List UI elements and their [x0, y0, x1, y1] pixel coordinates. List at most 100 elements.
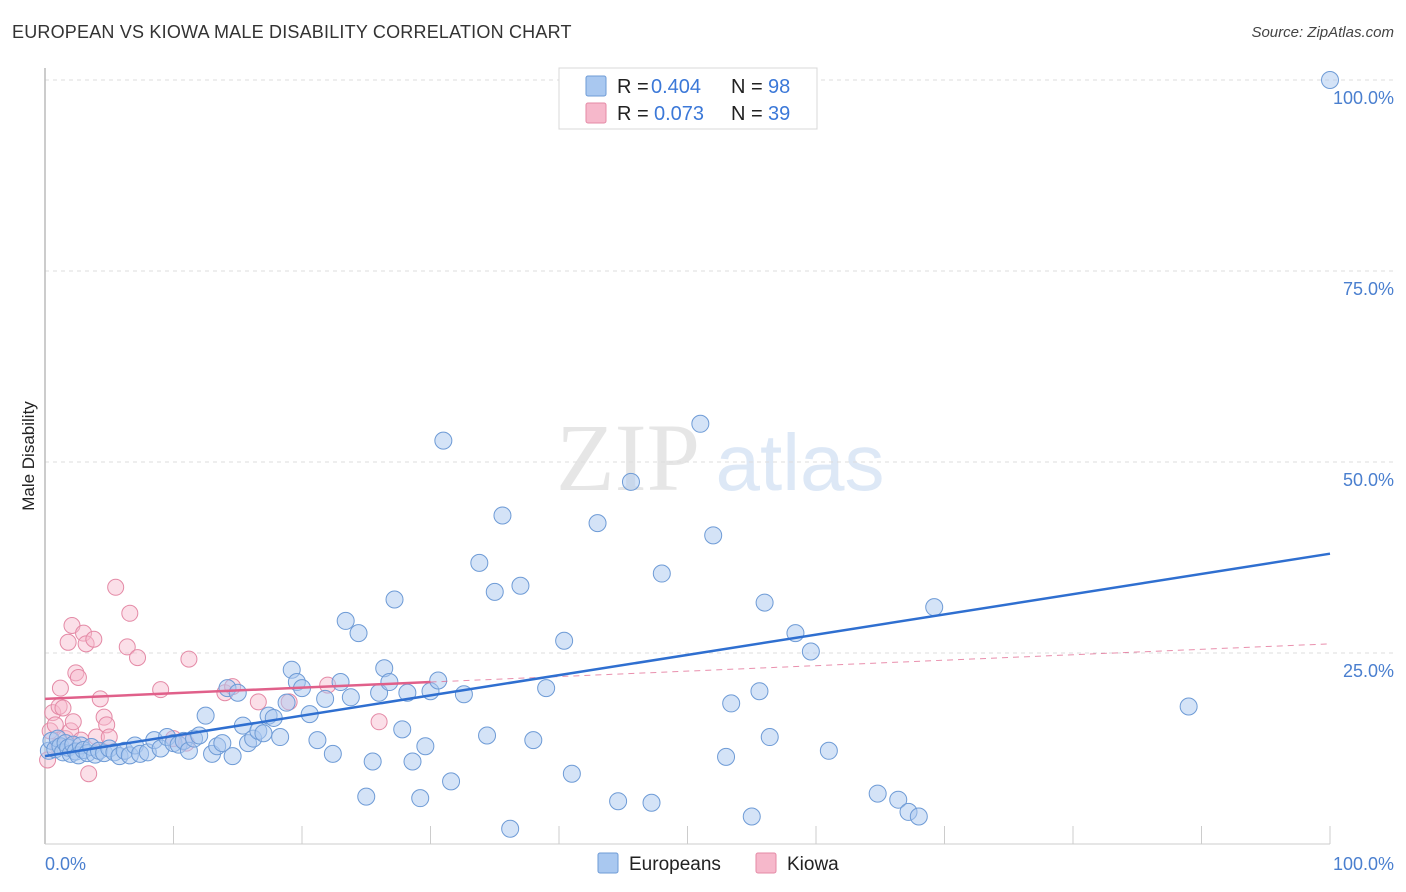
europeans-point-60 — [336, 611, 355, 630]
y-axis-label: Male Disability — [19, 401, 38, 511]
watermark-zip: ZIP — [556, 404, 700, 511]
europeans-points — [39, 71, 1339, 838]
europeans-point-41 — [223, 747, 242, 766]
kiowa-point-18 — [80, 765, 98, 783]
europeans-point-50 — [271, 728, 290, 747]
y-tick-label-25: 25.0% — [1343, 661, 1394, 681]
europeans-point-98 — [742, 807, 761, 826]
europeans-point-57 — [316, 689, 335, 708]
kiowa-point-14 — [69, 668, 87, 686]
kiowa-point-12 — [64, 713, 82, 731]
europeans-point-39 — [213, 734, 232, 753]
x-tick-label-max: 100.0% — [1333, 854, 1394, 874]
kiowa-point-26 — [118, 638, 136, 656]
kiowa-point-35 — [249, 693, 267, 711]
kiowa-point-7 — [54, 699, 72, 717]
europeans-point-95 — [704, 526, 723, 545]
europeans-point-109 — [925, 598, 944, 617]
europeans-point-79 — [470, 553, 489, 572]
correlation-legend: R = 0.404 N = 98 R = 0.073 N = 39 — [558, 67, 818, 130]
europeans-point-99 — [750, 682, 769, 701]
y-tick-labels: 100.0% 75.0% 50.0% 25.0% — [1333, 88, 1394, 681]
kiowa-point-19 — [85, 630, 103, 648]
europeans-point-97 — [722, 694, 741, 713]
bottom-legend-europeans: Europeans — [629, 854, 721, 875]
europeans-point-106 — [889, 790, 908, 809]
europeans-point-104 — [819, 741, 838, 760]
europeans-point-56 — [308, 731, 327, 750]
legend-r-value-1: 0.404 — [651, 76, 701, 98]
europeans-point-42 — [228, 683, 247, 702]
europeans-point-59 — [331, 673, 350, 692]
gridlines — [45, 79, 1394, 654]
kiowa-point-9 — [59, 633, 77, 651]
legend-swatch-kiowa — [585, 102, 607, 124]
bottom-legend-kiowa: Kiowa — [787, 854, 839, 875]
chart-title: EUROPEAN VS KIOWA MALE DISABILITY CORREL… — [12, 22, 572, 42]
legend-r-label-2: R = — [617, 103, 654, 125]
europeans-point-72 — [411, 789, 430, 808]
europeans-point-93 — [652, 564, 671, 583]
europeans-point-90 — [609, 792, 628, 811]
x-tick-label-min: 0.0% — [45, 854, 86, 874]
trend-lines — [44, 552, 1331, 758]
kiowa-point-6 — [51, 679, 69, 697]
europeans-point-64 — [363, 752, 382, 771]
europeans-point-103 — [801, 642, 820, 661]
europeans-point-77 — [442, 772, 461, 791]
y-tick-label-50: 50.0% — [1343, 470, 1394, 490]
europeans-point-47 — [254, 724, 273, 743]
kiowa-point-32 — [180, 650, 198, 668]
europeans-point-61 — [341, 688, 360, 707]
europeans-point-51 — [277, 693, 296, 712]
legend-swatch-europeans — [585, 75, 607, 97]
legend-n-label-2: N = — [731, 103, 768, 125]
europeans-point-84 — [511, 576, 530, 595]
europeans-point-80 — [478, 726, 497, 745]
europeans-point-100 — [755, 593, 774, 612]
bottom-legend-swatch-kiowa — [755, 852, 777, 874]
europeans-point-35 — [190, 726, 209, 745]
europeans-point-94 — [691, 414, 710, 433]
kiowa-trend-extension — [430, 643, 1331, 683]
europeans-point-96 — [717, 747, 736, 766]
series-legend: Europeans Kiowa — [597, 852, 839, 875]
kiowa-point-21 — [91, 690, 109, 708]
europeans-point-81 — [485, 582, 504, 601]
europeans-point-87 — [555, 631, 574, 650]
source-label: Source: ZipAtlas.com — [1251, 24, 1394, 41]
europeans-point-63 — [357, 787, 376, 806]
legend-r-value-2: 0.073 — [654, 103, 704, 125]
kiowa-point-28 — [129, 649, 147, 667]
europeans-point-82 — [493, 506, 512, 525]
kiowa-point-27 — [121, 604, 139, 622]
legend-n-label-1: N = — [731, 76, 768, 98]
x-axis-ticks — [173, 826, 1331, 844]
y-tick-label-75: 75.0% — [1343, 279, 1394, 299]
legend-n-value-2: 39 — [768, 103, 790, 125]
europeans-point-58 — [323, 744, 342, 763]
europeans-point-89 — [588, 514, 607, 533]
kiowa-point-16 — [75, 624, 93, 642]
europeans-point-105 — [868, 784, 887, 803]
europeans-point-76 — [434, 431, 453, 450]
europeans-point-101 — [760, 728, 779, 747]
europeans-point-108 — [909, 807, 928, 826]
europeans-point-91 — [621, 472, 640, 491]
y-tick-label-100: 100.0% — [1333, 88, 1394, 108]
europeans-point-71 — [403, 752, 422, 771]
europeans-point-88 — [562, 764, 581, 783]
europeans-point-110 — [1179, 697, 1198, 716]
kiowa-point-13 — [67, 664, 85, 682]
europeans-point-92 — [642, 793, 661, 812]
kiowa-point-25 — [107, 578, 125, 596]
europeans-point-67 — [380, 673, 399, 692]
europeans-point-83 — [501, 819, 520, 838]
europeans-trend-line — [44, 552, 1331, 758]
europeans-point-73 — [416, 737, 435, 756]
bottom-legend-swatch-europeans — [597, 852, 619, 874]
kiowa-trend-line — [44, 680, 431, 701]
europeans-point-85 — [524, 731, 543, 750]
kiowa-point-38 — [370, 713, 388, 731]
